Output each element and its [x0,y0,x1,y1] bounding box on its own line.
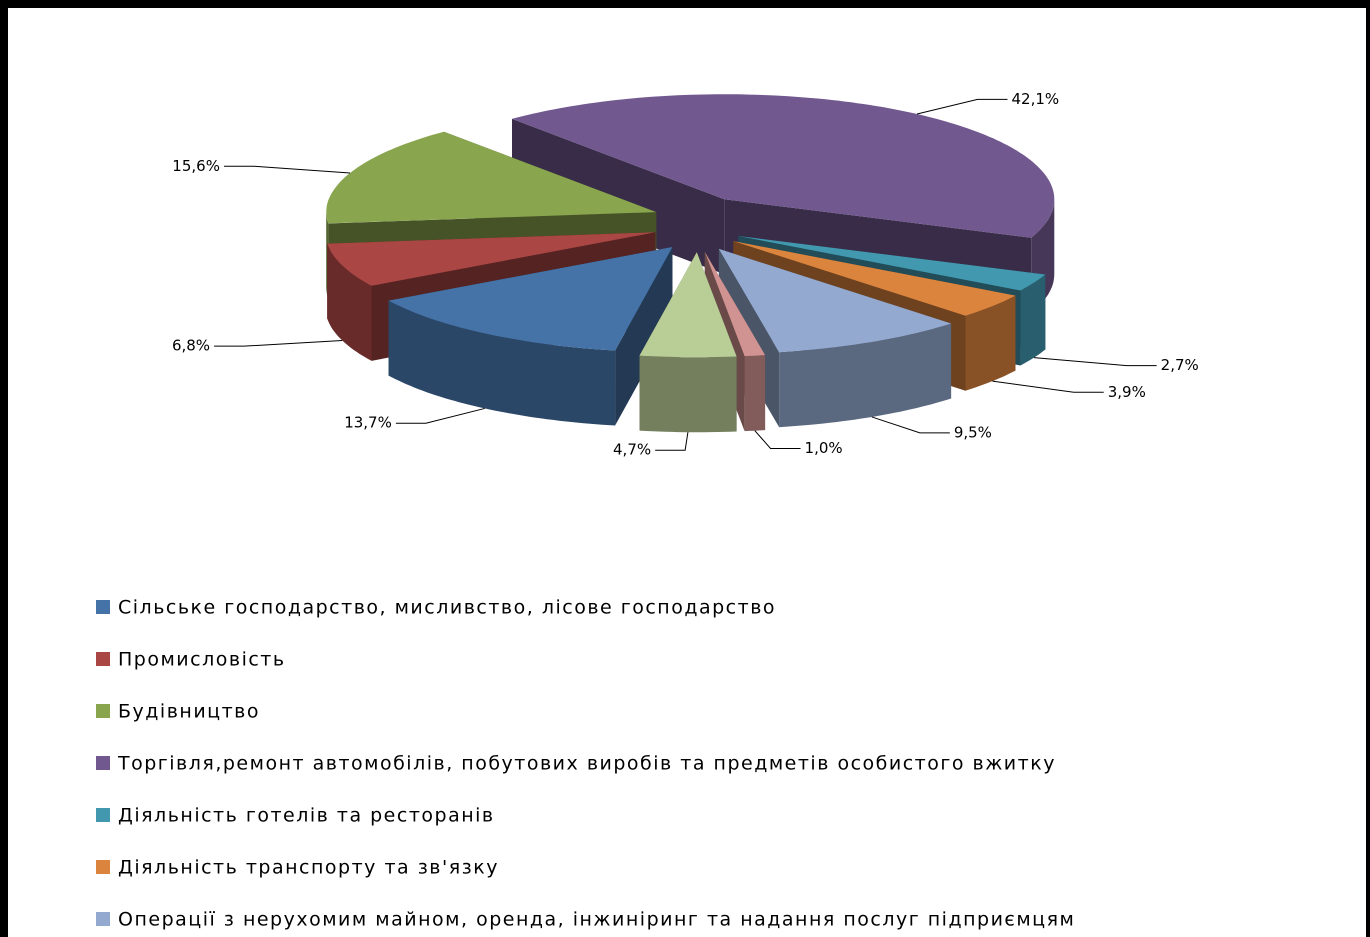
legend-label: Промисловість [118,649,286,671]
leader-line [871,416,950,434]
slice [718,248,952,353]
data-label: 4,7% [613,441,651,459]
data-label: 15,6% [172,157,220,175]
legend-swatch [96,912,110,926]
data-label: 13,7% [344,414,392,432]
slice [388,247,673,351]
legend-swatch [96,756,110,770]
data-label: 42,1% [1011,90,1059,108]
legend-label: Будівництво [118,701,260,723]
legend-swatch [96,808,110,822]
legend-swatch [96,600,110,614]
slice-wall [1020,274,1046,366]
slice [639,252,737,358]
data-label: 1,0% [805,439,843,457]
slice [326,131,657,224]
slice [738,235,1046,291]
slice-wall [779,323,952,428]
slice-wall [744,355,766,432]
slice [327,232,656,286]
data-label: 9,5% [954,423,992,441]
leader-line [754,430,801,449]
legend-swatch [96,704,110,718]
leader-line [1033,357,1157,367]
leader-line [655,432,689,451]
slice-side [511,118,725,275]
legend-swatch [96,652,110,666]
slice [704,251,766,357]
legend-label: Діяльність готелів та ресторанів [118,805,495,827]
data-label: 3,9% [1108,383,1146,401]
leader-line [395,407,485,424]
legend-swatch [96,860,110,874]
legend-label: Сільське господарство, мисливство, лісов… [118,597,776,619]
slice-wall [327,243,372,361]
legend-label: Діяльність транспорту та зв'язку [118,857,499,879]
leader-line [992,380,1104,393]
leader-line [916,98,1008,115]
slice-wall [965,295,1016,391]
leader-line [223,165,351,174]
chart: 13,7% 6,8% 15,6% 42,1% 2,7% 3,9% 9,5% 1,0% 4,7% С… [96,90,1199,931]
legend-label: Операції з нерухомим майном, оренда, інж… [118,909,1075,931]
slice-wall [639,355,737,433]
data-label: 6,8% [172,337,210,355]
slice [512,94,1055,238]
leader-line [214,339,343,347]
legend-label: Торгівля,ремонт автомобілів, побутових в… [117,753,1056,775]
slice-wall [388,300,616,426]
data-label: 2,7% [1161,356,1199,374]
slice [733,241,1016,316]
